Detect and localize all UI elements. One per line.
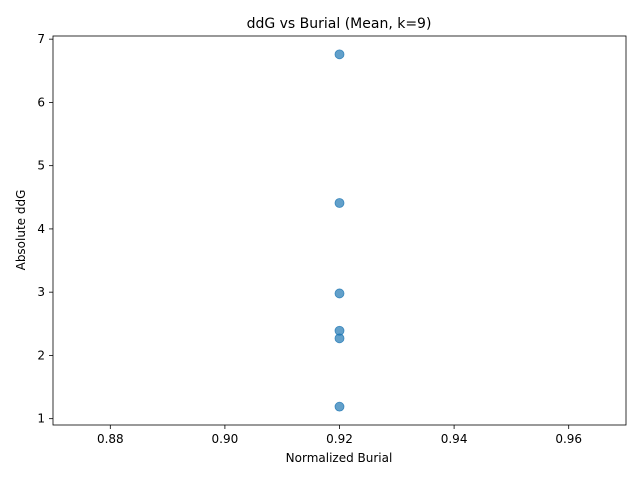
data-point [334,333,345,344]
x-tick-label: 0.94 [441,432,468,446]
y-tick-label: 6 [37,95,45,109]
y-tick-label: 5 [37,159,45,173]
data-point [334,288,345,299]
y-tick-label: 3 [37,285,45,299]
y-axis-label: Absolute ddG [14,190,28,271]
y-tick-label: 4 [37,222,45,236]
data-point [334,198,345,208]
x-tick-label: 0.88 [97,432,124,446]
y-tick-label: 2 [37,348,45,362]
y-tick-label: 1 [37,412,45,426]
plot-area-frame [52,35,627,426]
x-axis-ticks: 0.88 0.90 0.92 0.94 0.96 [97,425,582,446]
x-tick-label: 0.90 [212,432,239,446]
data-point [334,49,345,60]
x-tick-label: 0.96 [555,432,582,446]
points-layer [334,49,345,412]
y-tick-label: 7 [37,32,45,46]
x-axis-label: Normalized Burial [286,451,393,465]
x-tick-label: 0.92 [326,432,353,446]
data-point [334,401,345,412]
y-axis-ticks: 1 2 3 4 5 6 7 [37,32,53,426]
chart-title: ddG vs Burial (Mean, k=9) [247,16,432,32]
